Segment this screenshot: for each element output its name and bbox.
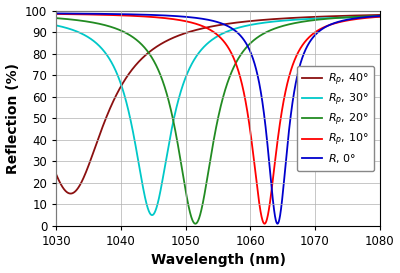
Line: $R_p$, 30°: $R_p$, 30°: [56, 17, 380, 215]
$R_p$, 10°: [178, 19, 182, 22]
$R_p$, 20°: [248, 42, 253, 45]
$R_p$, 40°: [113, 96, 118, 99]
$R_p$, 20°: [178, 155, 182, 158]
$R$, 0°: [54, 12, 59, 15]
$R_p$, 30°: [264, 21, 269, 24]
$R$, 0°: [248, 50, 253, 53]
X-axis label: Wavelength (nm): Wavelength (nm): [150, 253, 286, 268]
$R$, 0°: [264, 135, 269, 138]
$R$, 0°: [275, 222, 280, 225]
$R_p$, 30°: [54, 24, 59, 27]
$R_p$, 20°: [264, 30, 269, 34]
$R_p$, 40°: [68, 192, 73, 195]
$R$, 0°: [295, 73, 300, 76]
Line: $R_p$, 20°: $R_p$, 20°: [56, 16, 380, 224]
$R_p$, 30°: [295, 18, 300, 21]
Line: $R$, 0°: $R$, 0°: [56, 13, 380, 224]
$R_p$, 40°: [295, 16, 300, 19]
$R_p$, 10°: [264, 218, 269, 222]
$R_p$, 10°: [377, 15, 382, 19]
$R_p$, 30°: [248, 23, 253, 26]
$R_p$, 40°: [377, 13, 382, 17]
Line: $R_p$, 40°: $R_p$, 40°: [56, 15, 380, 194]
$R_p$, 30°: [320, 17, 325, 20]
$R_p$, 40°: [320, 15, 325, 18]
$R_p$, 30°: [377, 15, 382, 19]
$R_p$, 30°: [150, 213, 154, 217]
$R$, 0°: [178, 15, 182, 18]
$R$, 0°: [377, 14, 382, 18]
$R_p$, 30°: [178, 93, 182, 96]
$R_p$, 10°: [262, 222, 267, 225]
$R$, 0°: [320, 27, 325, 31]
$R_p$, 10°: [320, 26, 325, 30]
$R_p$, 10°: [54, 12, 59, 16]
$R_p$, 10°: [295, 52, 300, 55]
$R_p$, 20°: [320, 17, 325, 21]
$R_p$, 30°: [113, 68, 118, 71]
$R_p$, 20°: [54, 17, 59, 20]
$R_p$, 20°: [193, 222, 198, 225]
$R_p$, 20°: [113, 26, 118, 30]
$R_p$, 40°: [248, 19, 253, 23]
$R_p$, 40°: [178, 33, 182, 37]
Line: $R_p$, 10°: $R_p$, 10°: [56, 14, 380, 224]
$R_p$, 20°: [295, 21, 300, 24]
$R_p$, 40°: [54, 173, 59, 177]
Y-axis label: Reflection (%): Reflection (%): [6, 63, 20, 174]
$R$, 0°: [113, 12, 118, 16]
Legend: $R_p$, 40°, $R_p$, 30°, $R_p$, 20°, $R_p$, 10°, $R$, 0°: $R_p$, 40°, $R_p$, 30°, $R_p$, 20°, $R_p…: [297, 66, 374, 171]
$R_p$, 20°: [377, 14, 382, 17]
$R_p$, 40°: [264, 18, 269, 21]
$R_p$, 10°: [113, 13, 118, 17]
$R_p$, 10°: [248, 129, 253, 133]
